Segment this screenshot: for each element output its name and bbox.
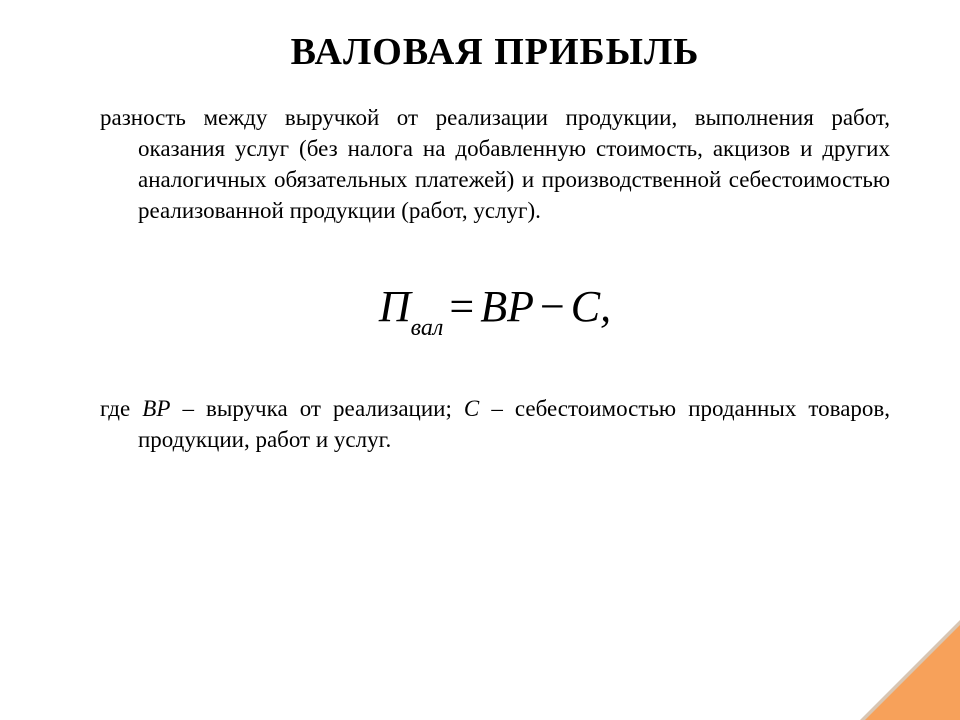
corner-decoration: [865, 625, 960, 720]
formula-block: Пвал=ВР−С,: [100, 281, 890, 338]
definition-text: разность между выручкой от реализации пр…: [100, 102, 890, 226]
explanation-var1: ВР: [142, 396, 170, 421]
formula-lhs-var: П: [379, 282, 411, 331]
formula-lhs-sub: вал: [411, 315, 444, 341]
explanation-text1: – выручка от реализации;: [170, 396, 464, 421]
formula-rhs-b: С: [571, 282, 600, 331]
formula-minus: −: [540, 282, 565, 331]
slide-title: ВАЛОВАЯ ПРИБЫЛЬ: [100, 30, 890, 74]
formula-rhs-a: ВР: [480, 282, 534, 331]
formula-tail: ,: [600, 282, 611, 331]
explanation-var2: С: [464, 396, 479, 421]
formula-eq: =: [449, 282, 474, 331]
explanation-text: где ВР – выручка от реализации; С – себе…: [100, 393, 890, 455]
explanation-prefix: где: [100, 396, 142, 421]
formula: Пвал=ВР−С,: [379, 281, 611, 338]
slide: ВАЛОВАЯ ПРИБЫЛЬ разность между выручкой …: [0, 0, 960, 720]
